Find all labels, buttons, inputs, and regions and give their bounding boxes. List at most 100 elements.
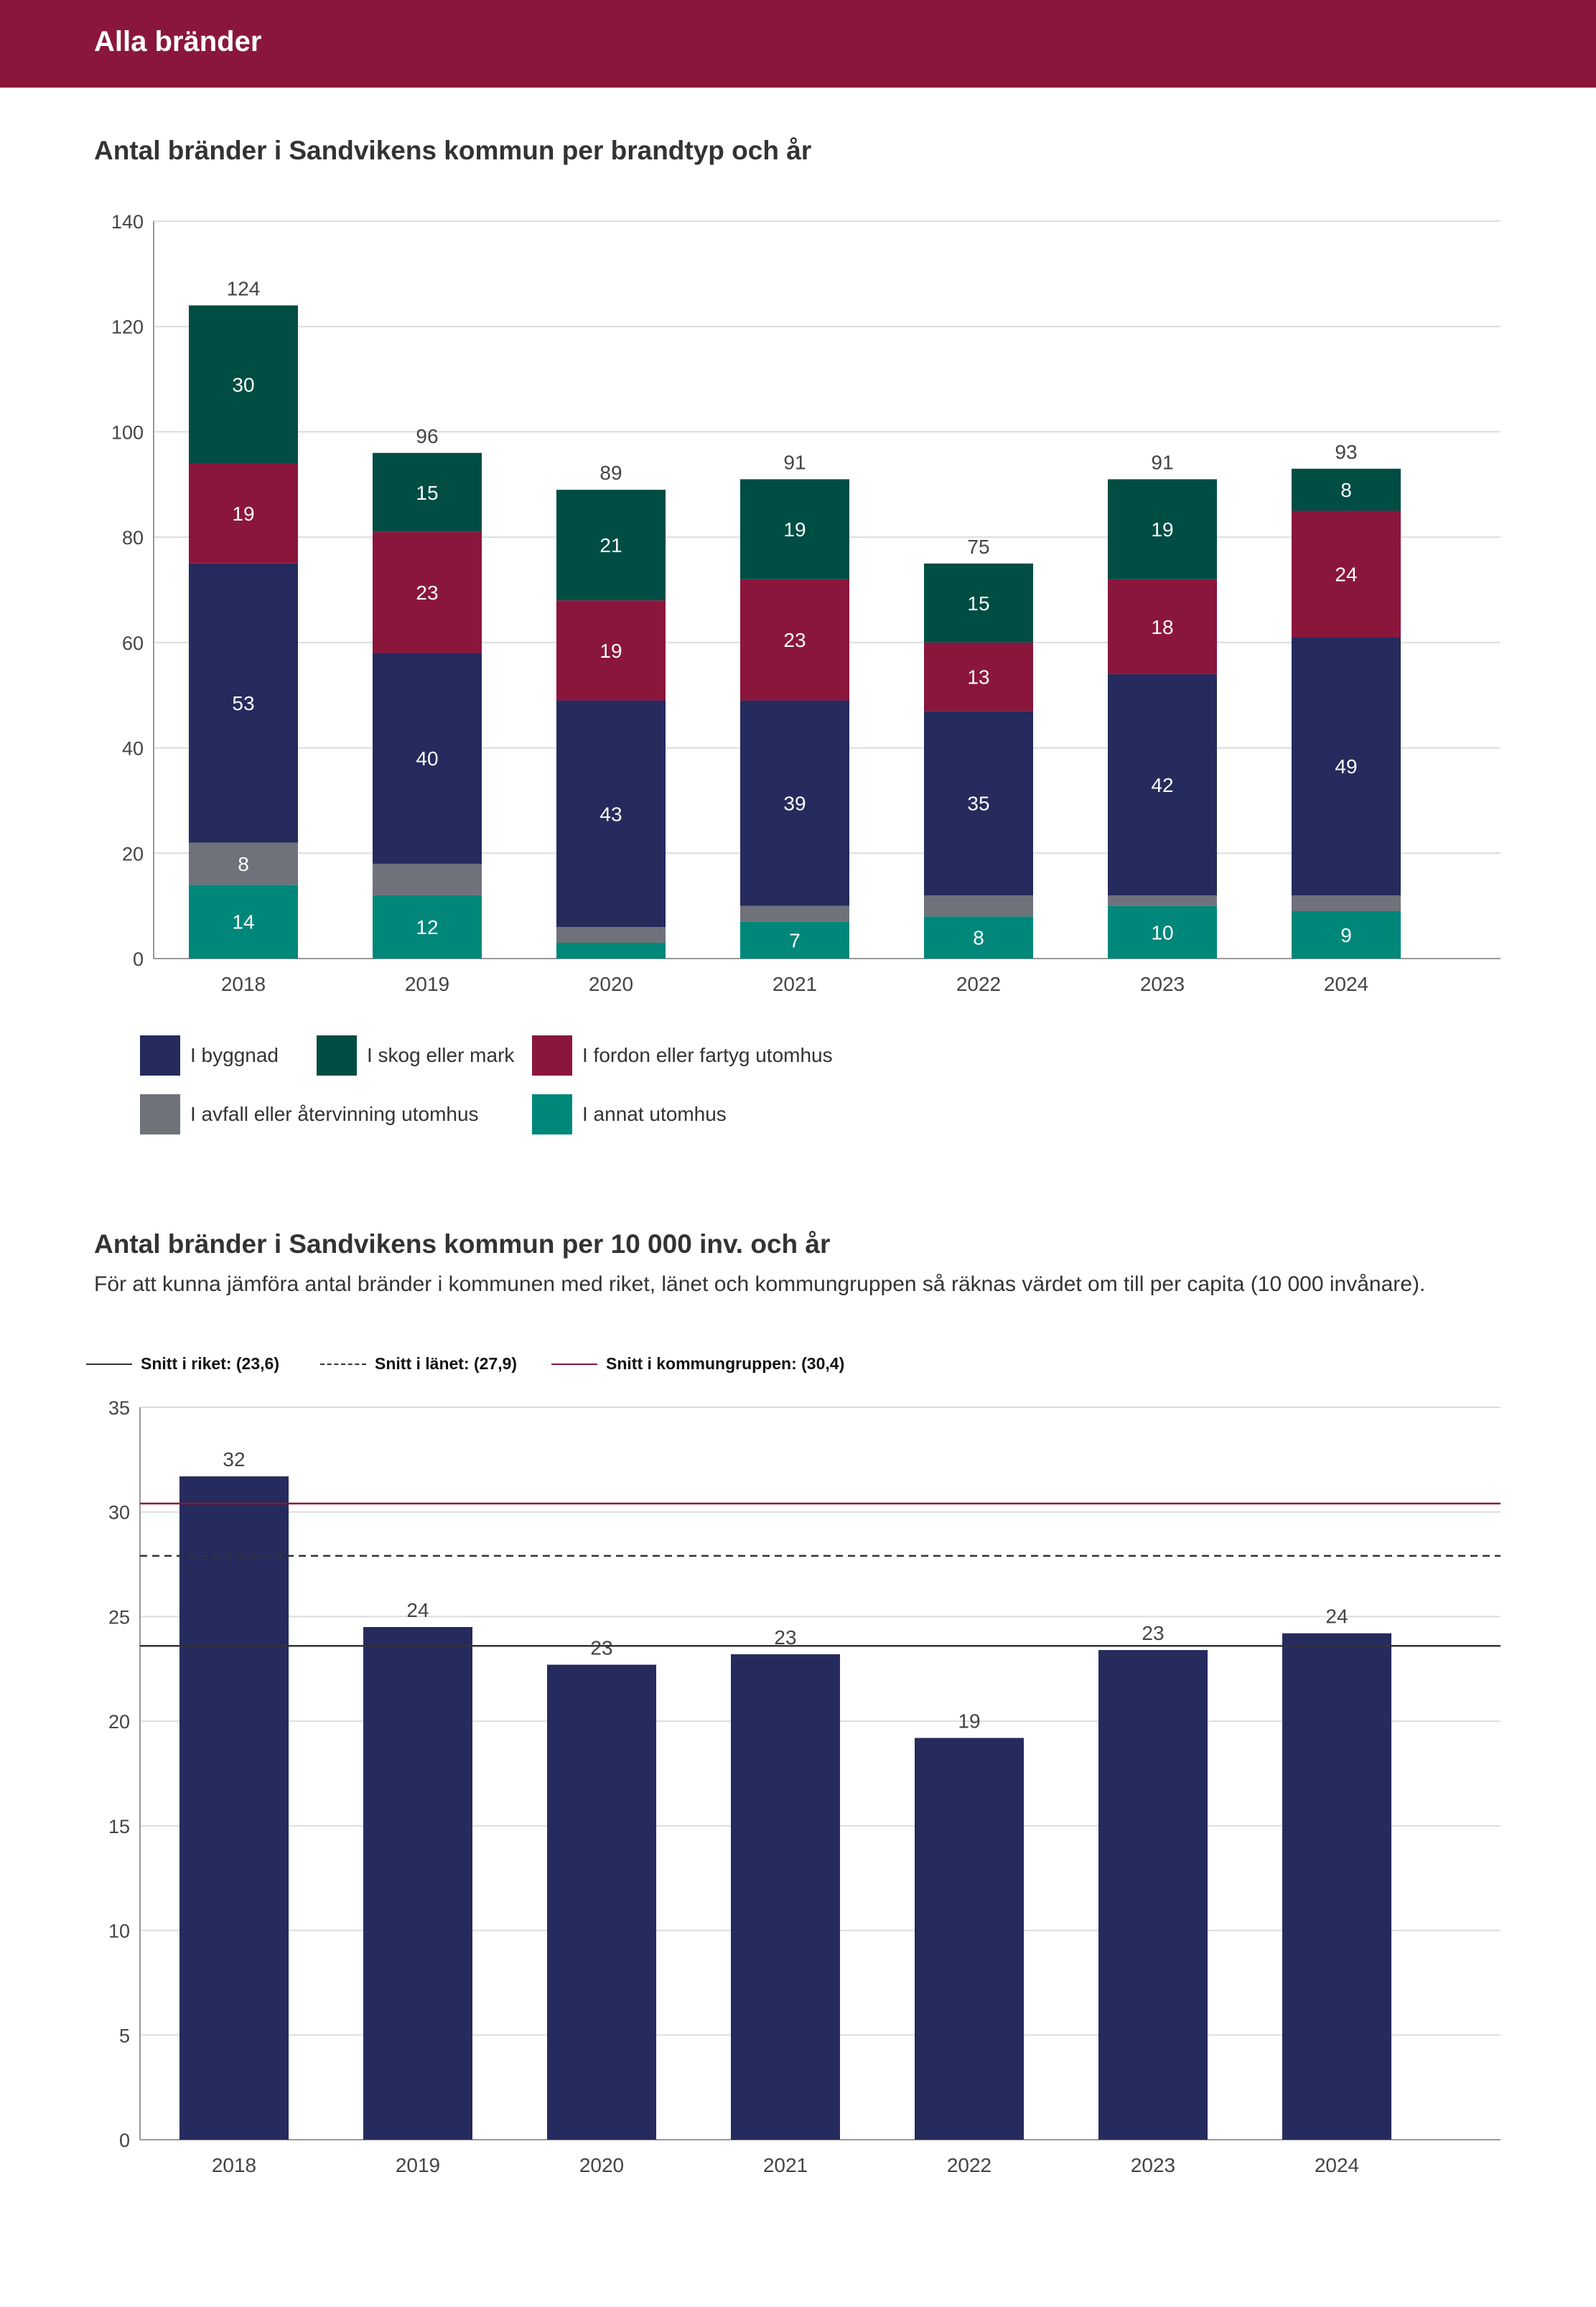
- bar-segment: [1292, 468, 1401, 511]
- bar-segment: [556, 926, 666, 943]
- segment-label: 13: [967, 666, 989, 689]
- bar: [731, 1654, 840, 2140]
- reference-legend-line: [86, 1364, 132, 1365]
- y-tick-label: 0: [119, 2130, 130, 2151]
- bar-segment: [924, 642, 1033, 712]
- bar-segment: [189, 842, 298, 885]
- segment-label: 14: [232, 911, 254, 933]
- bar-segment: [373, 653, 482, 864]
- segment-label: 21: [599, 534, 622, 556]
- segment-label: 8: [973, 927, 984, 949]
- segment-label: 35: [967, 793, 989, 815]
- bar-total-label: 96: [416, 425, 438, 447]
- legend-swatch: [140, 1094, 180, 1134]
- x-tick-label: 2024: [1315, 2154, 1359, 2176]
- bar-segment: [189, 463, 298, 564]
- segment-label: 19: [783, 518, 806, 541]
- bar-segment: [1108, 579, 1217, 674]
- segment-label: 8: [1340, 479, 1352, 501]
- bar-segment: [1292, 895, 1401, 911]
- reference-line-legend: Snitt i riket: (23,6) Snitt i länet: (27,…: [86, 1350, 948, 1379]
- reference-legend-label: Snitt i kommungruppen: (30,4): [606, 1354, 845, 1373]
- segment-label: 8: [238, 853, 249, 875]
- segment-label: 30: [232, 373, 254, 396]
- y-tick-label: 0: [133, 949, 144, 970]
- y-tick-label: 5: [119, 2025, 130, 2046]
- x-tick-label: 2022: [956, 973, 1001, 995]
- bar-segment: [189, 305, 298, 464]
- legend-label: I annat utomhus: [582, 1103, 727, 1125]
- x-tick-label: 2018: [221, 973, 266, 995]
- segment-label: 9: [1340, 924, 1352, 946]
- bar-segment: [924, 916, 1033, 959]
- bar-value-label: 23: [774, 1626, 796, 1649]
- bar: [179, 1476, 289, 2140]
- bar: [915, 1738, 1024, 2140]
- x-tick-label: 2020: [579, 2154, 624, 2176]
- bar-segment: [924, 563, 1033, 643]
- segment-label: 23: [416, 582, 438, 604]
- legend-label: I byggnad: [190, 1044, 279, 1066]
- legend-swatch: [317, 1035, 357, 1076]
- bar-segment: [373, 452, 482, 532]
- x-tick-label: 2023: [1131, 2154, 1175, 2176]
- chart1-legend: I byggnad I skog eller mark I fordon eller…: [140, 1035, 1002, 1136]
- segment-label: 24: [1335, 563, 1357, 585]
- bar-segment: [373, 895, 482, 959]
- bar: [1282, 1633, 1391, 2140]
- legend-swatch: [140, 1035, 180, 1076]
- segment-label: 42: [1151, 774, 1173, 796]
- y-tick-label: 140: [111, 211, 144, 233]
- bar-total-label: 75: [967, 536, 989, 558]
- bar-segment: [1108, 479, 1217, 579]
- x-tick-label: 2020: [589, 973, 633, 995]
- x-tick-label: 2023: [1140, 973, 1185, 995]
- bar-total-label: 124: [227, 277, 261, 299]
- bar-segment: [740, 700, 849, 906]
- banner-title: Alla bränder: [94, 26, 262, 57]
- x-tick-label: 2019: [405, 973, 449, 995]
- y-tick-label: 30: [108, 1502, 130, 1524]
- segment-label: 10: [1151, 921, 1173, 943]
- y-tick-label: 10: [108, 1921, 130, 1942]
- y-tick-label: 60: [122, 633, 144, 654]
- legend-swatch: [532, 1094, 572, 1134]
- bar-value-label: 23: [1142, 1622, 1164, 1644]
- segment-label: 19: [1151, 518, 1173, 541]
- legend-label: I fordon eller fartyg utomhus: [582, 1044, 833, 1066]
- bar-segment: [373, 863, 482, 895]
- chart1-title: Antal bränder i Sandvikens kommun per br…: [94, 136, 812, 165]
- segment-label: 15: [416, 482, 438, 504]
- y-tick-label: 35: [108, 1397, 130, 1419]
- segment-label: 19: [232, 503, 254, 525]
- y-tick-label: 15: [108, 1816, 130, 1837]
- bar-segment: [740, 921, 849, 959]
- bar: [363, 1627, 472, 2140]
- bar-value-label: 23: [590, 1636, 612, 1659]
- bar-segment: [556, 600, 666, 701]
- reference-legend-line: [551, 1364, 597, 1365]
- reference-legend-label: Snitt i länet: (27,9): [375, 1354, 518, 1373]
- bar-total-label: 91: [1151, 451, 1173, 473]
- y-tick-label: 100: [111, 421, 144, 443]
- legend-label: I skog eller mark: [367, 1044, 515, 1066]
- bar-segment: [1292, 637, 1401, 895]
- segment-label: 23: [783, 629, 806, 651]
- bar-segment: [924, 711, 1033, 895]
- reference-legend-line: [320, 1364, 366, 1365]
- x-tick-label: 2021: [773, 973, 817, 995]
- bar-segment: [189, 563, 298, 843]
- y-tick-label: 20: [108, 1711, 130, 1733]
- bar-segment: [740, 479, 849, 579]
- x-tick-label: 2022: [947, 2154, 991, 2176]
- segment-label: 39: [783, 793, 806, 815]
- bar-segment: [1292, 511, 1401, 638]
- reference-legend-label: Snitt i riket: (23,6): [141, 1354, 279, 1373]
- x-tick-label: 2019: [396, 2154, 440, 2176]
- chart2-title: Antal bränder i Sandvikens kommun per 10…: [94, 1229, 831, 1259]
- segment-label: 18: [1151, 616, 1173, 638]
- bar-segment: [1108, 905, 1217, 959]
- bar-segment: [1108, 895, 1217, 906]
- legend-label: I avfall eller återvinning utomhus: [190, 1103, 479, 1125]
- bar-segment: [556, 700, 666, 927]
